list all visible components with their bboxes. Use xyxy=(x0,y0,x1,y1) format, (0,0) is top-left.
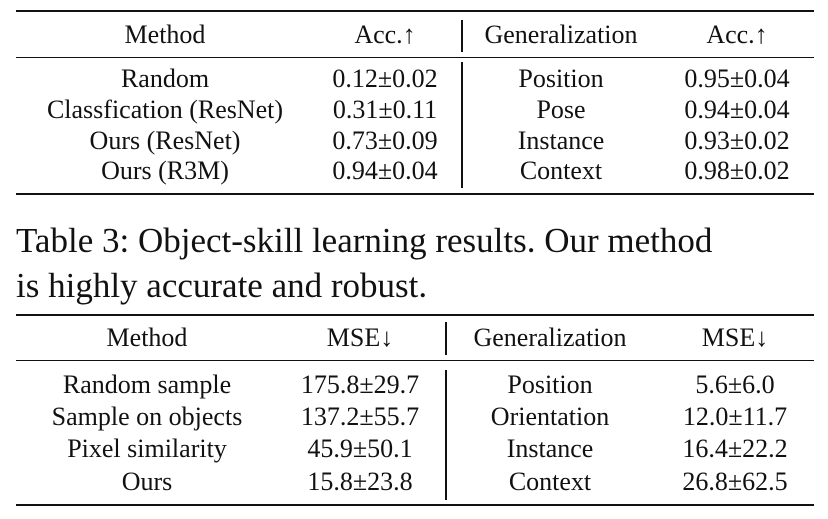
table-3-header-generalization: Generalization xyxy=(484,20,638,49)
table-3-header-method: Method xyxy=(124,20,206,49)
table-4-header-generalization: Generalization xyxy=(473,323,627,352)
mse-cell: 16.4±22.2 xyxy=(682,434,788,463)
mse-cell: 5.6±6.0 xyxy=(695,370,775,399)
method-cell: Random xyxy=(120,64,210,93)
accuracy-cell: 0.95±0.04 xyxy=(684,64,790,93)
generalization-cell: Position xyxy=(507,370,593,399)
generalization-cell: Instance xyxy=(517,126,605,155)
mse-cell: 45.9±50.1 xyxy=(307,434,413,463)
method-cell: Ours xyxy=(121,467,173,496)
mse-cell: 15.8±23.8 xyxy=(307,467,413,496)
method-cell: Pixel similarity xyxy=(67,434,227,463)
table-4-header-method: Method xyxy=(106,323,188,352)
table-4-header-mse-2: MSE↓ xyxy=(701,323,769,352)
mse-cell: 12.0±11.7 xyxy=(682,402,788,431)
table-4-mid-rule xyxy=(16,360,814,361)
generalization-cell: Position xyxy=(518,64,604,93)
table-4-top-rule xyxy=(16,314,814,316)
table-4-column-divider-body xyxy=(445,370,447,500)
table-4-column-divider-header xyxy=(445,322,447,355)
method-cell: Random sample xyxy=(62,370,232,399)
accuracy-cell: 0.12±0.02 xyxy=(332,64,438,93)
generalization-cell: Context xyxy=(519,156,603,185)
table-4-bottom-rule xyxy=(16,504,814,506)
caption-line-1: Table 3: Object-skill learning results. … xyxy=(16,221,713,260)
mse-cell: 137.2±55.7 xyxy=(300,402,420,431)
method-cell: Sample on objects xyxy=(51,402,243,431)
table-4-header-mse: MSE↓ xyxy=(326,323,394,352)
generalization-cell: Pose xyxy=(536,95,586,124)
accuracy-cell: 0.31±0.11 xyxy=(332,95,438,124)
method-cell: Classfication (ResNet) xyxy=(46,95,284,124)
table-3-header-acc: Acc.↑ xyxy=(354,20,416,49)
accuracy-cell: 0.94±0.04 xyxy=(332,156,438,185)
method-cell: Ours (ResNet) xyxy=(89,126,241,155)
accuracy-cell: 0.93±0.02 xyxy=(684,126,790,155)
generalization-cell: Orientation xyxy=(490,402,610,431)
table-3-bottom-rule xyxy=(16,193,814,195)
accuracy-cell: 0.98±0.02 xyxy=(684,156,790,185)
mse-cell: 175.8±29.7 xyxy=(300,370,420,399)
accuracy-cell: 0.73±0.09 xyxy=(332,126,438,155)
generalization-cell: Context xyxy=(508,467,592,496)
generalization-cell: Instance xyxy=(506,434,594,463)
accuracy-cell: 0.94±0.04 xyxy=(684,95,790,124)
caption-line-2: is highly accurate and robust. xyxy=(16,266,428,305)
mse-cell: 26.8±62.5 xyxy=(682,467,788,496)
table-3-header-acc-2: Acc.↑ xyxy=(706,20,768,49)
table-3-top-rule xyxy=(16,10,814,12)
table-3-column-divider-body xyxy=(461,62,463,188)
method-cell: Ours (R3M) xyxy=(101,156,229,185)
table-3-column-divider-header xyxy=(461,20,463,52)
table-3-mid-rule xyxy=(16,57,814,58)
